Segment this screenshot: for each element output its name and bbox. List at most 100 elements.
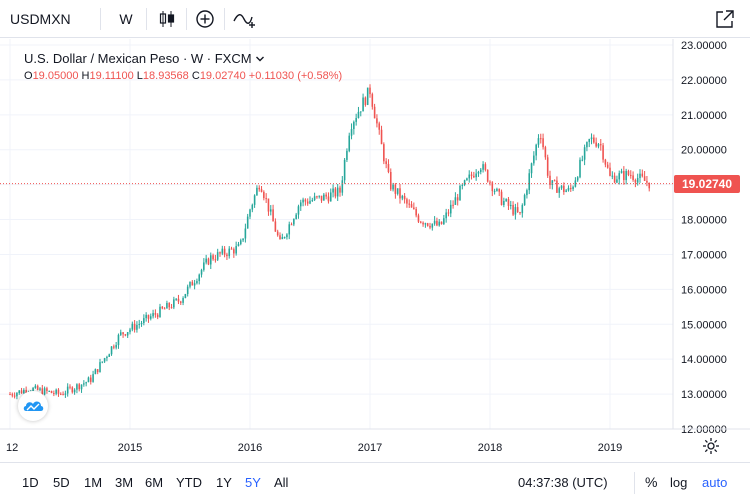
legend-title[interactable]: U.S. Dollar / Mexican Peso · W · FXCM [24,51,342,66]
candle-body [152,313,154,317]
range-5d-button[interactable]: 5D [53,474,70,490]
range-3m-button[interactable]: 3M [115,474,134,490]
log-scale-button[interactable]: log [670,474,688,490]
candle-body [454,197,457,205]
candle-body [426,223,429,226]
candle-body [36,385,39,390]
candle-body [567,187,570,191]
candle-body [366,87,369,105]
candle-body [475,173,477,178]
candle-body [320,195,323,201]
indicators-button[interactable] [228,0,262,38]
price-chart[interactable]: 23.0000022.0000021.0000020.0000019.00000… [0,39,750,462]
x-tick-label: 2015 [118,442,142,454]
range-1d-button[interactable]: 1D [22,474,39,490]
compare-symbol-button[interactable] [190,0,220,38]
candle-body [429,225,431,228]
candle-body [159,306,161,318]
candle-body [290,224,293,226]
candle-body [604,159,607,165]
chart-pane[interactable]: 23.0000022.0000021.0000020.0000019.00000… [0,39,750,462]
candle-body [560,185,563,189]
range-ytd-button[interactable]: YTD [176,474,202,490]
gear-icon [703,438,719,454]
candle-body [258,187,261,190]
candle-body [34,385,37,388]
candle-body [440,221,443,225]
tradingview-logo[interactable] [18,391,48,421]
candle-body [269,209,272,212]
candle-body [66,386,69,394]
bottom-toolbar: 1D 5D 1M 3M 6M YTD 1Y 5Y All 04:37:38 (U… [0,462,750,502]
candle-body [325,194,327,197]
candle-body [235,246,237,254]
y-tick-label: 15.00000 [681,319,727,331]
chart-settings-button[interactable] [698,435,724,457]
auto-scale-button[interactable]: auto [702,474,728,490]
y-tick-label: 20.00000 [681,145,727,157]
candle-body [59,393,62,395]
candle-body [378,123,381,130]
y-tick-label: 21.00000 [681,110,727,122]
candle-body [64,393,67,395]
candle-body [154,313,157,315]
plus-circle-icon [196,10,214,28]
candle-body [380,129,383,145]
candle-body [198,274,201,282]
candle-body [136,324,138,330]
candle-body [191,281,194,286]
percent-scale-button[interactable]: % [645,474,658,490]
candle-body [512,204,514,215]
chart-style-button[interactable] [152,0,182,38]
toolbar-divider [186,8,187,30]
range-5y-button[interactable]: 5Y [245,474,261,490]
utc-clock[interactable]: 04:37:38 (UTC) [518,474,608,490]
candle-body [583,147,586,160]
y-tick-label: 18.00000 [681,215,727,227]
candle-body [161,306,164,309]
candle-body [71,387,74,393]
candle-body [163,308,166,310]
candle-body [113,346,115,348]
candle-body [18,390,21,394]
range-6m-button[interactable]: 6M [145,474,164,490]
candle-body [479,169,482,172]
candle-body [124,334,127,336]
last-price-label: 19.02740 [674,174,740,193]
candle-body [182,298,184,303]
candle-body [632,175,634,180]
candle-body [189,281,191,287]
range-all-button[interactable]: All [274,474,289,490]
symbol-search-button[interactable]: USDMXN [10,11,71,27]
open-fullscreen-button[interactable] [708,0,742,38]
candle-body [542,138,544,148]
low-value: 18.93568 [142,70,189,82]
candle-body [514,207,517,215]
high-value: 19.11100 [89,70,134,82]
candle-body [94,369,97,375]
candle-body [265,198,267,200]
candle-body [408,203,411,205]
candle-body [376,118,378,124]
candle-body [373,106,376,119]
candles-icon [159,11,175,27]
candle-body [133,323,136,330]
candle-body [516,207,519,213]
candle-body [11,394,14,396]
candle-body [237,244,240,247]
candle-body [549,175,551,185]
y-tick-label: 22.00000 [681,75,727,87]
legend-symbol-text: U.S. Dollar / Mexican Peso · W · FXCM [24,51,252,66]
candle-body [627,170,630,175]
candle-body [353,121,355,130]
candle-body [293,219,295,225]
range-1y-button[interactable]: 1Y [216,474,232,490]
range-1m-button[interactable]: 1M [84,474,103,490]
candle-body [336,187,339,197]
candle-body [302,199,304,203]
candle-body [355,117,357,122]
candle-body [496,188,498,191]
candle-body [175,298,177,300]
interval-button[interactable]: W [119,11,133,27]
low-label: L [136,70,143,82]
